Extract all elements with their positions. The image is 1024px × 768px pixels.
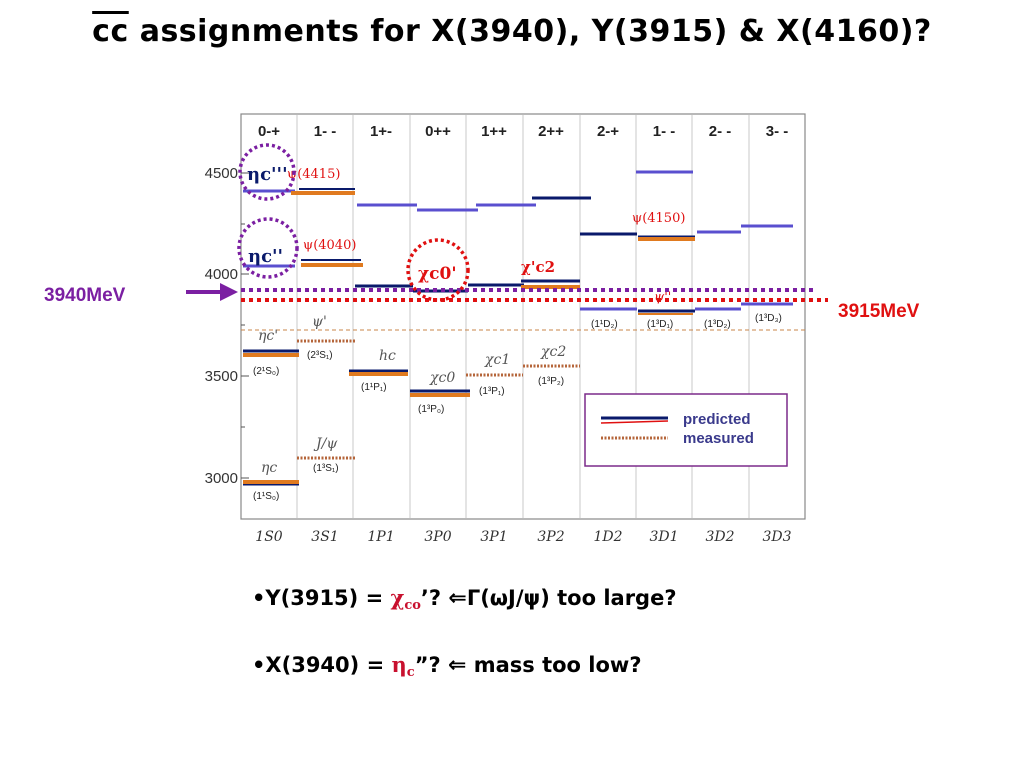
label-chic0-prime: χc0' [418, 264, 457, 284]
title-text: assignments for X(3940), Y(3915) & X(416… [128, 14, 932, 49]
y-tick-4000: 4000 [205, 266, 238, 283]
jpc-label-4: 0++ [425, 123, 451, 140]
bullet-y3915-greek: χ [390, 585, 405, 610]
label-chic0: χc0 [429, 370, 455, 386]
spec-1-1P1: (1¹P₁) [361, 382, 387, 393]
label-3915mev: 3915MeV [838, 301, 920, 322]
measured-dotted-levels [297, 339, 580, 460]
wave-label-8: 3D1 [649, 529, 678, 545]
jpc-label-7: 2-+ [597, 123, 619, 140]
bullet-y3915-prefix: •Y(3915) = [252, 586, 391, 610]
spec-1-3S1: (1³S₁) [313, 463, 339, 474]
spec-2-3S1: (2³S₁) [307, 350, 333, 361]
circle-etac2 [237, 217, 299, 279]
bullet-y3915-rest: Γ(ωJ/ψ) too large? [466, 586, 677, 610]
spec-1-3D2: (1³D₂) [704, 319, 731, 330]
wave-label-1: 1S0 [255, 529, 282, 545]
jpc-label-5: 1++ [481, 123, 507, 140]
label-chic2: χc2 [540, 344, 566, 360]
jpc-label-10: 3- - [766, 123, 789, 140]
wave-label-9: 3D2 [705, 529, 734, 545]
y-tick-3000: 3000 [205, 470, 238, 487]
bullet-y3915: •Y(3915) = χco’? ⇐Γ(ωJ/ψ) too large? [252, 585, 677, 613]
measured-levels [243, 191, 695, 484]
y-tick-3500: 3500 [205, 368, 238, 385]
legend-box [584, 393, 788, 467]
label-psi-pp: ψ'' [654, 290, 671, 305]
jpc-label-6: 2++ [538, 123, 564, 140]
spec-1-3P0: (1³P₀) [418, 404, 444, 415]
label-3940mev: 3940MeV [44, 285, 126, 306]
spec-1-3P2: (1³P₂) [538, 376, 564, 387]
wave-label-3: 1P1 [367, 529, 394, 545]
legend: predicted measured [584, 393, 788, 467]
spec-2-1S0: (2¹S₀) [253, 366, 279, 377]
spec-1-3P1: (1³P₁) [479, 386, 505, 397]
bullet-x3940-prefix: •X(3940) = [252, 653, 392, 677]
bullet-x3940-sub: c [406, 665, 415, 680]
bullet-x3940: •X(3940) = ηc”? ⇐ mass too low? [252, 652, 642, 680]
arrow-3940-head [220, 283, 238, 301]
jpc-label-2: 1- - [314, 123, 337, 140]
slide-title: cc assignments for X(3940), Y(3915) & X(… [0, 14, 1024, 49]
label-hc: hc [379, 348, 396, 364]
circle-etac3 [238, 143, 296, 201]
label-etac2s: ηc' [258, 328, 278, 344]
y-tick-marks [241, 172, 249, 479]
label-psi2s: ψ' [312, 314, 327, 330]
circle-chic0-prime [406, 238, 470, 302]
wave-label-7: 1D2 [593, 529, 622, 545]
wave-label-10: 3D3 [762, 529, 791, 545]
spec-1-1S0: (1¹S₀) [253, 491, 279, 502]
label-chic2-prime: χ'c2 [521, 258, 555, 276]
label-psi4150: ψ(4150) [632, 211, 685, 226]
spec-1-1D2: (1¹D₂) [591, 319, 618, 330]
label-etac: ηc [261, 460, 277, 476]
bullet-y3915-sub: co [404, 598, 421, 613]
jpc-label-8: 1- - [653, 123, 676, 140]
left-arrow-icon: ⇐ [447, 653, 467, 678]
legend-measured: measured [683, 430, 754, 447]
y-tick-4500: 4500 [205, 165, 238, 182]
bullet-y3915-mid: ’? [420, 586, 449, 610]
legend-predicted: predicted [683, 411, 751, 428]
label-psi4415: ψ(4415) [287, 167, 340, 182]
jpc-label-3: 1+- [370, 123, 392, 140]
bullet-x3940-greek: η [391, 652, 407, 677]
label-etac3: ηc''' [247, 164, 288, 185]
wave-label-6: 3P2 [537, 529, 564, 545]
label-psi4040: ψ(4040) [303, 238, 356, 253]
jpc-label-9: 2- - [709, 123, 732, 140]
spec-1-3D1: (1³D₁) [647, 319, 673, 330]
wave-label-5: 3P1 [480, 529, 507, 545]
bullet-x3940-rest: mass too low? [466, 653, 642, 677]
left-arrow-icon: ⇐ [448, 586, 467, 611]
bullet-x3940-mid: ”? [414, 653, 448, 677]
label-jpsi: J/ψ [313, 436, 338, 452]
jpc-label-1: 0-+ [258, 123, 280, 140]
spec-1-3D3: (1³D₃) [755, 313, 782, 324]
label-chic1: χc1 [484, 352, 510, 368]
wave-label-4: 3P0 [424, 529, 451, 545]
label-etac2: ηc'' [248, 246, 283, 267]
title-cc: cc [92, 14, 129, 49]
wave-label-2: 3S1 [311, 529, 338, 545]
